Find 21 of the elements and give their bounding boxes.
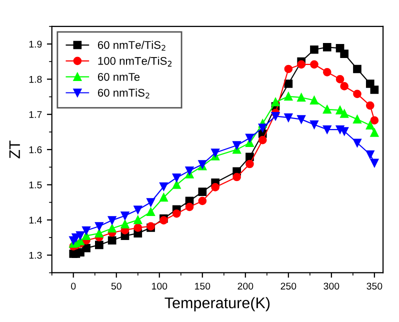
legend-label: 60 nmTe [98, 72, 140, 81]
x-tick-label: 300 [324, 282, 340, 290]
y-tick-label: 1.9 [29, 40, 42, 48]
x-axis-title: Temperature(K) [164, 297, 270, 312]
x-tick-label: 0 [71, 282, 76, 290]
legend-label: 100 nmTe/TiS$_{2}$ [98, 56, 172, 67]
legend-label: 60 nmTe/TiS$_{2}$ [98, 40, 166, 51]
legend-label: 60 nmTiS$_{2}$ [98, 88, 150, 98]
x-tick-label: 250 [280, 282, 296, 290]
x-tick-label: 50 [111, 282, 122, 290]
y-axis-title: ZT [9, 140, 20, 158]
y-tick-label: 1.8 [29, 76, 42, 83]
y-tick-label: 1.6 [29, 146, 42, 154]
y-tick-label: 1.5 [29, 182, 42, 188]
y-tick-label: 1.3 [29, 252, 42, 259]
x-tick-label: 100 [152, 282, 168, 290]
y-tick-label: 1.7 [29, 111, 42, 118]
x-tick-label: 200 [238, 282, 254, 290]
x-tick-label: 150 [195, 282, 210, 290]
x-tick-label: 350 [366, 282, 382, 290]
y-tick-label: 1.4 [29, 216, 42, 224]
